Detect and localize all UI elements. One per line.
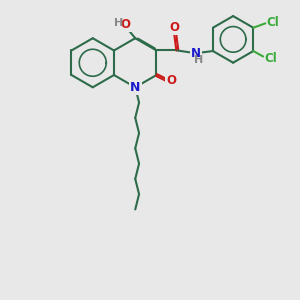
Text: O: O (169, 21, 180, 34)
Text: Cl: Cl (266, 16, 279, 29)
Text: O: O (120, 17, 130, 31)
Text: N: N (130, 81, 140, 94)
Text: H: H (114, 19, 123, 28)
Text: O: O (166, 74, 176, 87)
Text: H: H (194, 55, 203, 65)
Text: N: N (191, 47, 201, 60)
Text: Cl: Cl (264, 52, 277, 65)
